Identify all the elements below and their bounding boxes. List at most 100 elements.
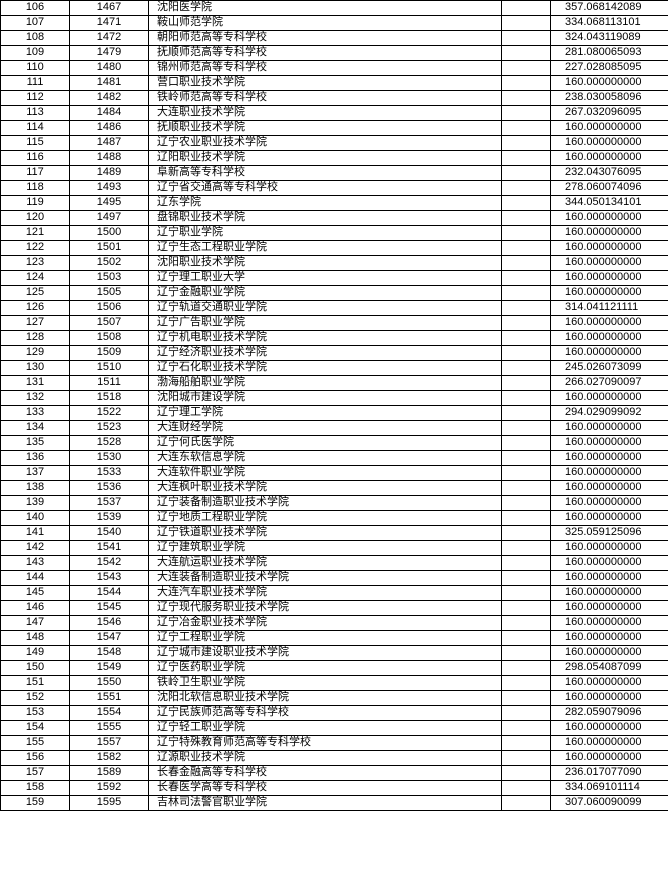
cell-seq: 111: [1, 76, 70, 91]
cell-seq: 144: [1, 571, 70, 586]
table-row: 1551557辽宁特殊教育师范高等专科学校160.000000000: [1, 736, 668, 751]
cell-seq: 155: [1, 736, 70, 751]
cell-code: 1506: [70, 301, 149, 316]
cell-score: 160.000000000: [551, 556, 668, 571]
cell-seq: 147: [1, 616, 70, 631]
cell-name: 辽宁建筑职业学院: [149, 541, 502, 556]
cell-name: 沈阳职业技术学院: [149, 256, 502, 271]
cell-score: 160.000000000: [551, 736, 668, 751]
table-container: 1061467沈阳医学院357.0681420891071471鞍山师范学院33…: [0, 0, 668, 811]
table-row: 1281508辽宁机电职业技术学院160.000000000: [1, 331, 668, 346]
cell-code: 1528: [70, 436, 149, 451]
table-row: 1111481营口职业技术学院160.000000000: [1, 76, 668, 91]
cell-seq: 117: [1, 166, 70, 181]
cell-code: 1547: [70, 631, 149, 646]
cell-blank: [502, 31, 551, 46]
cell-blank: [502, 466, 551, 481]
cell-score: 160.000000000: [551, 226, 668, 241]
cell-code: 1510: [70, 361, 149, 376]
table-row: 1381536大连枫叶职业技术学院160.000000000: [1, 481, 668, 496]
cell-score: 160.000000000: [551, 451, 668, 466]
table-row: 1231502沈阳职业技术学院160.000000000: [1, 256, 668, 271]
table-row: 1131484大连职业技术学院267.032096095: [1, 106, 668, 121]
cell-name: 大连东软信息学院: [149, 451, 502, 466]
cell-name: 朝阳师范高等专科学校: [149, 31, 502, 46]
cell-blank: [502, 61, 551, 76]
cell-score: 160.000000000: [551, 496, 668, 511]
cell-seq: 113: [1, 106, 70, 121]
cell-blank: [502, 316, 551, 331]
cell-code: 1471: [70, 16, 149, 31]
cell-code: 1495: [70, 196, 149, 211]
cell-blank: [502, 286, 551, 301]
cell-code: 1479: [70, 46, 149, 61]
table-row: 1421541辽宁建筑职业学院160.000000000: [1, 541, 668, 556]
cell-seq: 145: [1, 586, 70, 601]
cell-code: 1488: [70, 151, 149, 166]
cell-blank: [502, 16, 551, 31]
cell-seq: 118: [1, 181, 70, 196]
cell-seq: 156: [1, 751, 70, 766]
table-row: 1511550铁岭卫生职业学院160.000000000: [1, 676, 668, 691]
cell-score: 245.026073099: [551, 361, 668, 376]
cell-score: 160.000000000: [551, 436, 668, 451]
cell-name: 辽宁理工学院: [149, 406, 502, 421]
cell-code: 1507: [70, 316, 149, 331]
cell-name: 辽宁生态工程职业学院: [149, 241, 502, 256]
cell-score: 160.000000000: [551, 76, 668, 91]
cell-score: 160.000000000: [551, 586, 668, 601]
cell-score: 334.068113101: [551, 16, 668, 31]
cell-name: 辽源职业技术学院: [149, 751, 502, 766]
cell-name: 辽宁广告职业学院: [149, 316, 502, 331]
cell-blank: [502, 751, 551, 766]
cell-blank: [502, 661, 551, 676]
cell-seq: 146: [1, 601, 70, 616]
cell-blank: [502, 526, 551, 541]
cell-name: 铁岭师范高等专科学校: [149, 91, 502, 106]
cell-blank: [502, 421, 551, 436]
cell-blank: [502, 181, 551, 196]
cell-score: 160.000000000: [551, 751, 668, 766]
cell-blank: [502, 301, 551, 316]
cell-code: 1549: [70, 661, 149, 676]
cell-name: 大连软件职业学院: [149, 466, 502, 481]
table-row: 1591595吉林司法警官职业学院307.060090099: [1, 796, 668, 811]
cell-name: 辽宁轻工职业学院: [149, 721, 502, 736]
cell-seq: 127: [1, 316, 70, 331]
cell-code: 1467: [70, 1, 149, 16]
table-row: 1311511渤海船舶职业学院266.027090097: [1, 376, 668, 391]
table-row: 1181493辽宁省交通高等专科学校278.060074096: [1, 181, 668, 196]
cell-blank: [502, 481, 551, 496]
cell-name: 盘锦职业技术学院: [149, 211, 502, 226]
cell-name: 辽宁医药职业学院: [149, 661, 502, 676]
cell-score: 160.000000000: [551, 151, 668, 166]
cell-score: 357.068142089: [551, 1, 668, 16]
cell-score: 281.080065093: [551, 46, 668, 61]
cell-name: 辽宁工程职业学院: [149, 631, 502, 646]
cell-seq: 139: [1, 496, 70, 511]
table-row: 1351528辽宁何氏医学院160.000000000: [1, 436, 668, 451]
cell-code: 1482: [70, 91, 149, 106]
cell-name: 辽宁装备制造职业技术学院: [149, 496, 502, 511]
table-row: 1441543大连装备制造职业技术学院160.000000000: [1, 571, 668, 586]
cell-blank: [502, 406, 551, 421]
cell-code: 1540: [70, 526, 149, 541]
cell-code: 1509: [70, 346, 149, 361]
cell-score: 160.000000000: [551, 631, 668, 646]
cell-code: 1508: [70, 331, 149, 346]
cell-blank: [502, 76, 551, 91]
cell-score: 160.000000000: [551, 571, 668, 586]
cell-blank: [502, 736, 551, 751]
cell-blank: [502, 646, 551, 661]
cell-code: 1523: [70, 421, 149, 436]
cell-code: 1522: [70, 406, 149, 421]
cell-score: 160.000000000: [551, 541, 668, 556]
cell-code: 1557: [70, 736, 149, 751]
cell-seq: 129: [1, 346, 70, 361]
table-row: 1541555辽宁轻工职业学院160.000000000: [1, 721, 668, 736]
cell-seq: 141: [1, 526, 70, 541]
cell-seq: 128: [1, 331, 70, 346]
table-row: 1141486抚顺职业技术学院160.000000000: [1, 121, 668, 136]
table-row: 1401539辽宁地质工程职业学院160.000000000: [1, 511, 668, 526]
cell-seq: 126: [1, 301, 70, 316]
